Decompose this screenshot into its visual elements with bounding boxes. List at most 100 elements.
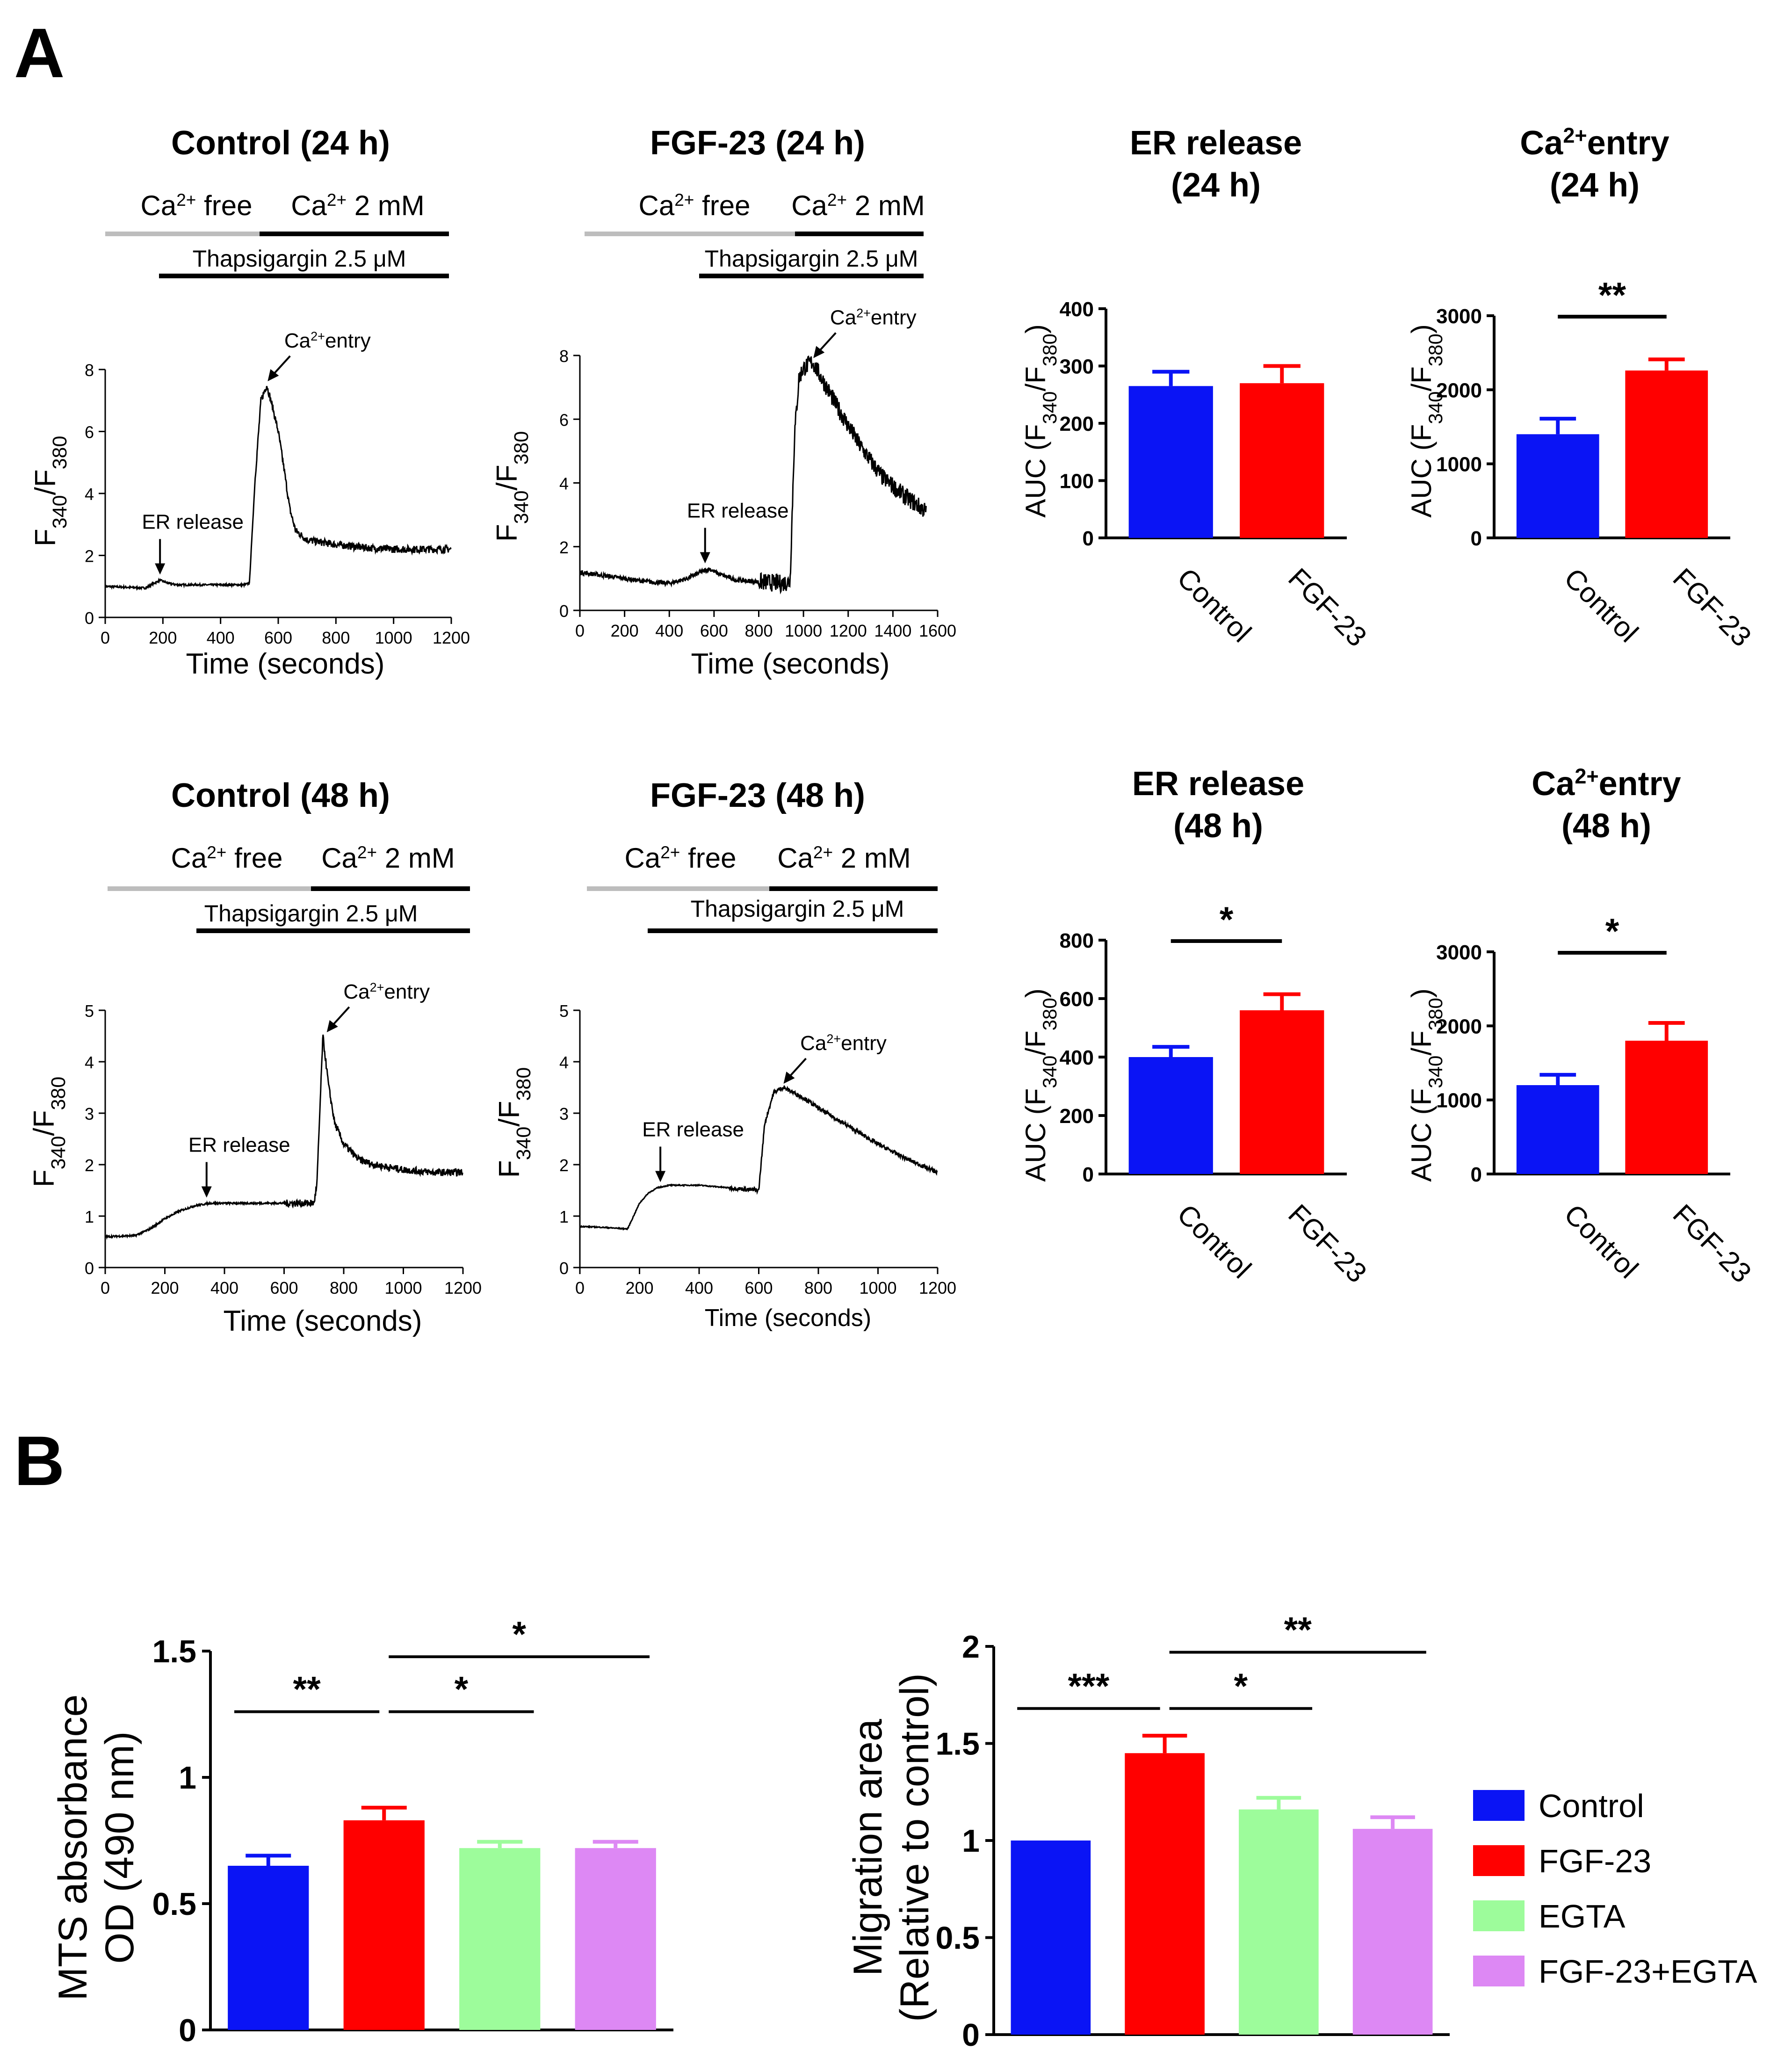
- x-tick-label: 200: [625, 1278, 653, 1297]
- b-ylabel-line1: MTS absorbance: [51, 1695, 95, 2001]
- legend-item: Control: [1539, 1788, 1644, 1824]
- panel-b-label: B: [14, 1421, 65, 1500]
- thapsigargin-label: Thapsigargin 2.5 μM: [705, 246, 918, 272]
- y-tick-label: 2000: [1436, 1015, 1482, 1038]
- ca-free-label: Ca2+ free: [141, 190, 253, 221]
- auc-title-line1: Ca2+entry: [1532, 764, 1681, 803]
- ca-free-label: Ca2+ free: [171, 842, 283, 874]
- bar-1: [1125, 1753, 1205, 2035]
- y-tick-label: 4: [85, 1053, 94, 1072]
- trace-title: FGF-23 (48 h): [650, 777, 865, 814]
- y-tick-label: 0: [1471, 527, 1482, 550]
- bar-fgf-23: [1240, 383, 1324, 538]
- trace-xlabel: Time (seconds): [186, 648, 385, 680]
- ca-entry-arrowhead: [267, 369, 279, 382]
- y-tick-label: 2: [559, 1156, 569, 1175]
- trace-line: [104, 386, 452, 591]
- ca-entry-arrowhead: [326, 1020, 338, 1032]
- y-tick-label: 1: [962, 1823, 980, 1859]
- significance-label: *: [1605, 912, 1619, 951]
- y-tick-label: 200: [1060, 1105, 1094, 1128]
- ca-free-label: Ca2+ free: [639, 190, 751, 221]
- bar-fgf-23: [1240, 1010, 1324, 1174]
- x-tick-label: 600: [270, 1278, 298, 1297]
- legend-item: FGF-23: [1539, 1843, 1651, 1879]
- trace-fgf23-24h: FGF-23 (24 h) Ca2+ free Ca2+ 2 mM Thapsi…: [491, 124, 956, 680]
- x-tick-label: 800: [330, 1278, 358, 1297]
- significance-label: *: [512, 1615, 526, 1654]
- legend-swatch: [1473, 1790, 1525, 1821]
- x-tick-label: 0: [101, 628, 110, 647]
- auc-ylabel: AUC (F340/F380): [1020, 324, 1061, 517]
- x-tick-label: 0: [575, 621, 585, 640]
- x-tick-label: 600: [700, 621, 728, 640]
- er-release-label: ER release: [642, 1118, 744, 1141]
- y-tick-label: 8: [85, 361, 94, 380]
- x-tick-label: 400: [685, 1278, 713, 1297]
- auc-title-line2: (48 h): [1561, 807, 1651, 845]
- er-release-arrowhead: [655, 1171, 666, 1182]
- significance-label: *: [1234, 1667, 1248, 1706]
- y-tick-label: 0: [962, 2017, 980, 2053]
- trace-title: Control (48 h): [171, 777, 390, 814]
- y-tick-label: 0.5: [152, 1886, 196, 1922]
- b-ylabel-line2: (Relative to control): [892, 1673, 937, 2022]
- x-tick-label: 200: [151, 1278, 179, 1297]
- significance-label: **: [1598, 275, 1626, 315]
- ca-entry-label: Ca2+entry: [800, 1032, 887, 1055]
- significance-label: *: [455, 1670, 469, 1710]
- x-tick-label: 1600: [919, 621, 956, 640]
- y-tick-label: 4: [85, 485, 94, 504]
- bar-0: [228, 1866, 309, 2030]
- y-tick-label: 0.5: [935, 1920, 980, 1956]
- significance-label: *: [1220, 900, 1234, 940]
- auc-ylabel: AUC (F340/F380): [1020, 988, 1061, 1181]
- auc-ca-entry-24h: Ca2+entry (24 h) AUC (F340/F380) 0 1000 20…: [1406, 123, 1757, 653]
- trace-ylabel: F340/F380: [28, 1077, 70, 1187]
- x-tick-label: 1000: [375, 628, 412, 647]
- y-tick-label: 400: [1060, 298, 1094, 321]
- x-tick-label: 1200: [433, 628, 470, 647]
- x-tick-label: 400: [210, 1278, 238, 1297]
- er-release-label: ER release: [687, 499, 789, 522]
- trace-ylabel: F340/F380: [491, 431, 533, 542]
- trace-xlabel: Time (seconds): [224, 1305, 422, 1337]
- significance-label: ***: [1068, 1667, 1110, 1706]
- y-tick-label: 2: [85, 1156, 94, 1175]
- y-tick-label: 3: [85, 1104, 94, 1123]
- y-tick-label: 1.5: [152, 1634, 196, 1669]
- bar-1: [343, 1820, 425, 2030]
- auc-ylabel: AUC (F340/F380): [1406, 324, 1446, 517]
- ca-entry-label: Ca2+entry: [830, 306, 917, 329]
- trace-xlabel: Time (seconds): [705, 1304, 871, 1332]
- auc-title-line1: Ca2+entry: [1520, 123, 1669, 162]
- y-tick-label: 3000: [1436, 305, 1482, 328]
- bar-control: [1516, 434, 1599, 538]
- y-tick-label: 2: [962, 1629, 980, 1665]
- x-tick-label: 1000: [785, 621, 822, 640]
- x-tick-label: 200: [611, 621, 639, 640]
- trace-fgf23-48h: FGF-23 (48 h) Ca2+ free Ca2+ 2 mM Thapsi…: [493, 777, 956, 1332]
- y-tick-label: 0: [85, 609, 94, 628]
- ca-entry-label: Ca2+entry: [284, 329, 371, 352]
- bar-2: [459, 1848, 541, 2030]
- significance-label: **: [293, 1670, 321, 1710]
- migration-area-chart: Migration area (Relative to control) 0 0.…: [845, 1610, 1450, 2053]
- x-tick-label: 1400: [874, 621, 911, 640]
- trace-line: [579, 355, 927, 594]
- x-tick-label: 800: [322, 628, 350, 647]
- ca-entry-label: Ca2+entry: [343, 980, 430, 1003]
- trace-ylabel: F340/F380: [29, 436, 71, 546]
- er-release-arrowhead: [201, 1186, 212, 1198]
- trace-title: FGF-23 (24 h): [650, 124, 865, 162]
- er-release-arrowhead: [700, 552, 710, 564]
- auc-title-line2: (24 h): [1171, 167, 1261, 204]
- trace-control-48h: Control (48 h) Ca2+ free Ca2+ 2 mM Thaps…: [28, 777, 482, 1337]
- mts-absorbance-chart: MTS absorbance OD (490 nm) 00.511.5** **: [51, 1615, 673, 2048]
- y-tick-label: 1: [179, 1760, 196, 1796]
- x-tick-label: 1000: [384, 1278, 422, 1297]
- y-tick-label: 0: [85, 1259, 94, 1278]
- legend: Control FGF-23 EGTA FGF-23+EGTA: [1473, 1788, 1757, 1990]
- bar-2: [1239, 1809, 1319, 2035]
